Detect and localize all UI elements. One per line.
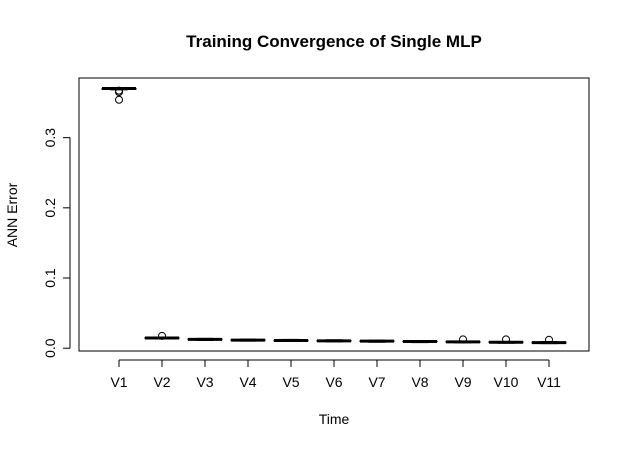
box-v6 — [316, 339, 352, 343]
box-v2 — [144, 331, 180, 340]
outlier-point — [115, 95, 123, 104]
box-v4 — [230, 338, 266, 342]
y-tick-label: 0.3 — [42, 128, 58, 148]
y-axis: 0.0 0.1 0.2 0.3 — [42, 128, 71, 358]
y-tick-label: 0.0 — [42, 338, 58, 358]
outlier-point — [115, 86, 123, 95]
x-axis: V1 V2 V3 V4 V5 V6 V7 V8 V9 V10 V11 — [110, 359, 561, 390]
x-tick-label: V7 — [368, 374, 385, 390]
x-tick-label: V11 — [537, 374, 561, 390]
box-v5 — [273, 338, 309, 343]
x-tick-label: V8 — [411, 374, 428, 390]
x-tick-label: V9 — [454, 374, 471, 390]
box-v11 — [531, 335, 567, 345]
y-tick-label: 0.2 — [42, 198, 58, 218]
x-axis-label: Time — [319, 411, 350, 427]
x-tick-label: V5 — [282, 374, 299, 390]
box-v3 — [187, 337, 223, 341]
box-v8 — [402, 339, 438, 344]
plot-frame — [78, 77, 590, 352]
box-series — [101, 86, 567, 345]
chart-title: Training Convergence of Single MLP — [186, 32, 482, 51]
y-tick-label: 0.1 — [42, 268, 58, 288]
x-tick-label: V4 — [239, 374, 256, 390]
box-v7 — [359, 339, 395, 343]
box-v9 — [445, 335, 481, 344]
x-tick-label: V3 — [196, 374, 213, 390]
x-tick-label: V10 — [494, 374, 519, 390]
box-v10 — [488, 335, 524, 344]
y-axis-label: ANN Error — [4, 182, 20, 247]
x-tick-label: V1 — [110, 374, 127, 390]
outlier-point — [545, 335, 553, 344]
outlier-point — [502, 335, 510, 344]
box-v1 — [101, 86, 137, 104]
outlier-point — [459, 335, 467, 344]
outlier-point — [158, 331, 166, 340]
x-tick-label: V2 — [153, 374, 170, 390]
x-tick-label: V6 — [325, 374, 342, 390]
